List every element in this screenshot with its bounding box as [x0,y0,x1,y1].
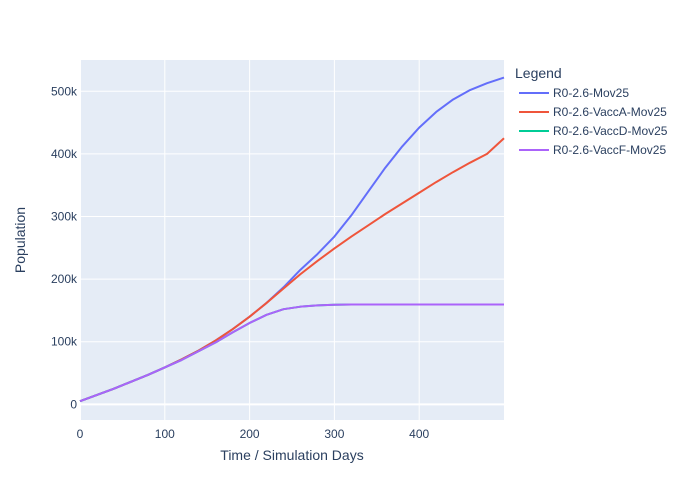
series-line-4 [79,303,504,403]
x-tick-label: 200 [240,427,260,441]
x-tick-label: 100 [155,427,175,441]
legend-entry-label: R0-2.6-VaccD-Mov25 [553,124,668,138]
plot-background [80,60,504,420]
grid-lines [79,60,504,420]
legend-title: Legend [515,65,562,81]
y-tick-label: 300k [51,210,78,224]
x-tick-label: 400 [409,427,429,441]
x-tick-label: 0 [77,427,84,441]
y-tick-label: 100k [51,335,78,349]
legend-entry-label: R0-2.6-VaccA-Mov25 [553,105,667,119]
legend-entry-label: R0-2.6-Mov25 [553,86,629,100]
y-tick-label: 400k [51,147,78,161]
y-axis-ticks: 0 100k 200k 300k 400k 500k [51,84,78,411]
legend-entry-label: R0-2.6-VaccF-Mov25 [553,143,666,157]
y-tick-label: 0 [70,397,77,411]
x-axis-ticks: 0 100 200 300 400 [77,427,430,441]
y-tick-label: 200k [51,272,78,286]
y-tick-label: 500k [51,84,78,98]
legend: Legend R0-2.6-Mov25 R0-2.6-VaccA-Mov25 R0-… [515,65,668,157]
x-tick-label: 300 [324,427,344,441]
series-lines [79,76,505,403]
x-axis-title: Time / Simulation Days [220,447,363,463]
y-axis-title: Population [12,207,28,273]
